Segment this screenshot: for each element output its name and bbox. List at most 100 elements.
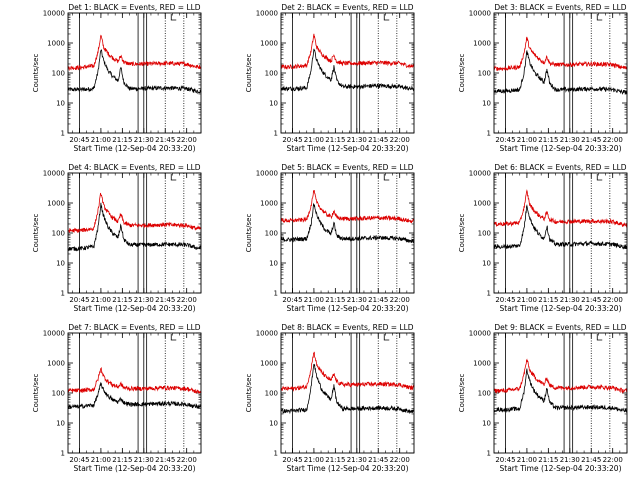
series-events-line: [67, 202, 202, 252]
panel-title: Det 4: BLACK = Events, RED = LLD: [68, 163, 200, 172]
series-lld-line: [493, 189, 628, 228]
series-lld-line: [67, 34, 202, 71]
y-axis-label: Counts/sec: [458, 54, 466, 93]
series-lld-line: [280, 351, 415, 392]
x-axis-label: Start Time (12-Sep-04 20:33:20): [74, 464, 196, 473]
x-axis-label: Start Time (12-Sep-04 20:33:20): [74, 304, 196, 313]
x-tick-label: 21:30: [347, 136, 367, 144]
marker-bracket: [596, 334, 603, 341]
x-tick-label: 21:30: [347, 296, 367, 304]
y-tick-label: 100: [52, 230, 65, 238]
x-tick-label: 22:00: [177, 136, 197, 144]
x-tick-label: 21:45: [155, 296, 175, 304]
y-tick-label: 100: [265, 230, 278, 238]
y-tick-label: 1000: [260, 200, 278, 208]
panel-title: Det 9: BLACK = Events, RED = LLD: [494, 323, 626, 332]
y-tick-label: 1: [487, 450, 491, 458]
marker-bracket: [383, 334, 390, 341]
y-tick-label: 1: [487, 130, 491, 138]
panel-title: Det 3: BLACK = Events, RED = LLD: [494, 3, 626, 12]
panel-title: Det 8: BLACK = Events, RED = LLD: [281, 323, 413, 332]
x-tick-label: 21:15: [325, 136, 345, 144]
y-tick-label: 1000: [260, 40, 278, 48]
x-tick-label: 20:45: [69, 456, 89, 464]
x-axis-label: Start Time (12-Sep-04 20:33:20): [74, 144, 196, 153]
x-tick-label: 21:15: [112, 136, 132, 144]
x-tick-label: 20:45: [69, 296, 89, 304]
panel-title: Det 7: BLACK = Events, RED = LLD: [68, 323, 200, 332]
x-axis-label: Start Time (12-Sep-04 20:33:20): [287, 464, 409, 473]
y-tick-label: 10: [56, 100, 65, 108]
y-tick-label: 10: [56, 260, 65, 268]
y-tick-label: 10000: [469, 10, 491, 18]
x-tick-label: 21:15: [538, 456, 558, 464]
marker-bracket: [170, 334, 177, 341]
x-tick-label: 21:15: [538, 136, 558, 144]
panel-title: Det 1: BLACK = Events, RED = LLD: [68, 3, 200, 12]
y-tick-label: 100: [478, 230, 491, 238]
y-tick-label: 10000: [43, 10, 65, 18]
x-tick-label: 21:00: [517, 296, 537, 304]
x-tick-label: 21:15: [538, 296, 558, 304]
plot-frame: [280, 332, 415, 454]
x-tick-label: 22:00: [603, 296, 623, 304]
panel-det-8: Det 8: BLACK = Events, RED = LLD Counts/s…: [245, 323, 415, 473]
y-tick-label: 1: [61, 130, 65, 138]
series-events-line: [280, 363, 414, 415]
panel-title: Det 2: BLACK = Events, RED = LLD: [281, 3, 413, 12]
y-tick-label: 1000: [47, 40, 65, 48]
x-tick-label: 21:30: [560, 296, 580, 304]
x-tick-label: 21:30: [560, 456, 580, 464]
plot-frame: [67, 332, 202, 454]
x-tick-label: 21:00: [304, 456, 324, 464]
x-axis-label: Start Time (12-Sep-04 20:33:20): [287, 304, 409, 313]
y-tick-label: 1000: [47, 360, 65, 368]
x-axis-label: Start Time (12-Sep-04 20:33:20): [500, 464, 622, 473]
x-tick-label: 22:00: [390, 456, 410, 464]
marker-bracket: [383, 174, 390, 181]
x-tick-label: 21:45: [581, 136, 601, 144]
series-events-line: [67, 49, 202, 95]
y-tick-label: 100: [478, 70, 491, 78]
y-tick-label: 10: [269, 100, 278, 108]
x-axis-label: Start Time (12-Sep-04 20:33:20): [287, 144, 409, 153]
series-events-line: [493, 50, 628, 95]
panel-title: Det 6: BLACK = Events, RED = LLD: [494, 163, 626, 172]
x-tick-label: 21:00: [91, 456, 111, 464]
panel-det-5: Det 5: BLACK = Events, RED = LLD Counts/s…: [245, 163, 415, 313]
plot-frame: [493, 172, 628, 294]
marker-bracket: [383, 14, 390, 21]
x-tick-label: 21:45: [368, 456, 388, 464]
x-tick-label: 20:45: [69, 136, 89, 144]
x-tick-label: 21:15: [325, 456, 345, 464]
x-tick-label: 21:45: [581, 296, 601, 304]
x-tick-label: 22:00: [603, 456, 623, 464]
y-tick-label: 1: [274, 290, 278, 298]
y-axis-label: Counts/sec: [458, 374, 466, 413]
x-tick-label: 21:00: [304, 136, 324, 144]
series-lld-line: [280, 190, 415, 224]
y-axis-label: Counts/sec: [32, 54, 40, 93]
y-tick-label: 1000: [473, 360, 491, 368]
y-axis-label: Counts/sec: [245, 374, 253, 413]
y-tick-label: 1: [487, 290, 491, 298]
series-events-line: [493, 368, 628, 413]
y-tick-label: 10000: [256, 330, 278, 338]
y-tick-label: 100: [265, 70, 278, 78]
y-tick-label: 1000: [473, 200, 491, 208]
x-tick-label: 21:00: [304, 296, 324, 304]
y-tick-label: 10: [269, 420, 278, 428]
plot-frame: [67, 12, 202, 134]
y-tick-label: 1: [274, 130, 278, 138]
x-tick-label: 21:30: [134, 136, 154, 144]
y-tick-label: 1: [61, 290, 65, 298]
series-lld-line: [68, 192, 202, 233]
panel-det-3: Det 3: BLACK = Events, RED = LLD Counts/s…: [458, 3, 628, 153]
panel-det-6: Det 6: BLACK = Events, RED = LLD Counts/s…: [458, 163, 628, 313]
series-events-line: [280, 202, 415, 244]
x-tick-label: 22:00: [177, 456, 197, 464]
y-axis-label: Counts/sec: [32, 214, 40, 253]
series-lld-line: [280, 33, 415, 70]
plot-frame: [280, 172, 415, 294]
